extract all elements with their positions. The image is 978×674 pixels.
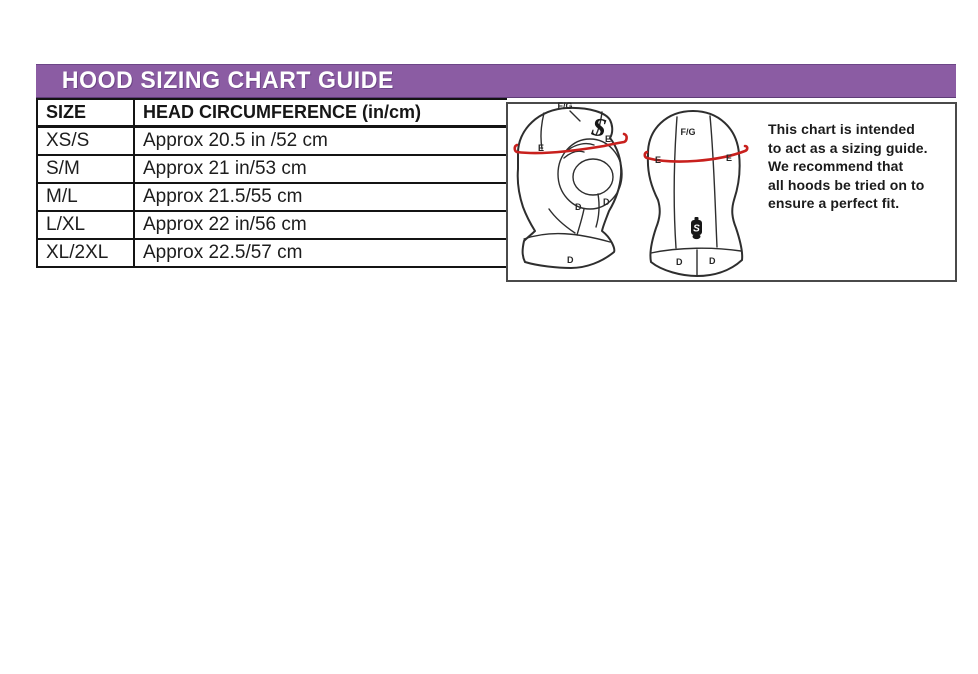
table-row: S/M Approx 21 in/53 cm bbox=[36, 154, 507, 184]
circumference-label-right: E bbox=[726, 153, 732, 163]
circumference-cell: Approx 20.5 in /52 cm bbox=[133, 125, 507, 156]
size-cell: XL/2XL bbox=[36, 238, 135, 268]
sizing-table: SIZE HEAD CIRCUMFERENCE (in/cm) XS/S App… bbox=[36, 98, 507, 268]
circumference-cell: Approx 21.5/55 cm bbox=[133, 182, 507, 212]
table-row: XS/S Approx 20.5 in /52 cm bbox=[36, 125, 507, 156]
crown-label: F/G bbox=[558, 101, 573, 111]
sizing-note: This chart is intended to act as a sizin… bbox=[768, 120, 954, 213]
size-cell: L/XL bbox=[36, 210, 135, 240]
table-header-row: SIZE HEAD CIRCUMFERENCE (in/cm) bbox=[36, 98, 507, 128]
column-header-circumference: HEAD CIRCUMFERENCE (in/cm) bbox=[133, 98, 507, 128]
table-row: XL/2XL Approx 22.5/57 cm bbox=[36, 238, 507, 268]
hood-front-outline bbox=[516, 106, 623, 269]
page-title: HOOD SIZING CHART GUIDE bbox=[61, 67, 394, 94]
head-circumference-line bbox=[513, 132, 628, 155]
jaw-label: D bbox=[603, 197, 610, 207]
size-cell: S/M bbox=[36, 154, 135, 184]
bib-label: D bbox=[567, 255, 574, 265]
hood-front-diagram-icon: F/G S E E D D D bbox=[513, 101, 628, 269]
circumference-label-left: E bbox=[655, 155, 661, 165]
circumference-label-right: E bbox=[605, 134, 611, 144]
bib-label-left: D bbox=[676, 257, 683, 267]
circumference-label-left: E bbox=[538, 143, 544, 153]
sizing-note-line: to act as a sizing guide. bbox=[768, 139, 928, 156]
hood-back-diagram-icon: F/G E E S D D bbox=[643, 110, 749, 277]
sizing-note-line: all hoods be tried on to bbox=[768, 176, 925, 193]
column-header-size: SIZE bbox=[36, 98, 135, 128]
cheek-label: D bbox=[575, 202, 582, 212]
size-cell: M/L bbox=[36, 182, 135, 212]
hood-back-outline bbox=[646, 110, 744, 277]
circumference-cell: Approx 22 in/56 cm bbox=[133, 210, 507, 240]
sizing-note-line: We recommend that bbox=[768, 158, 904, 175]
sizing-note-line: This chart is intended bbox=[768, 121, 915, 137]
size-cell: XS/S bbox=[36, 125, 135, 156]
bib-label-right: D bbox=[709, 256, 716, 266]
brand-logo-icon: S bbox=[691, 217, 702, 240]
head-circumference-line bbox=[643, 144, 749, 163]
title-bar: HOOD SIZING CHART GUIDE bbox=[36, 64, 956, 98]
circumference-cell: Approx 21 in/53 cm bbox=[133, 154, 507, 184]
crown-label: F/G bbox=[681, 127, 696, 137]
diagram-panel: F/G S E E D D D F/G E E S D bbox=[506, 101, 957, 282]
svg-text:S: S bbox=[693, 224, 700, 235]
circumference-cell: Approx 22.5/57 cm bbox=[133, 238, 507, 268]
table-row: L/XL Approx 22 in/56 cm bbox=[36, 210, 507, 240]
table-row: M/L Approx 21.5/55 cm bbox=[36, 182, 507, 212]
sizing-note-line: ensure a perfect fit. bbox=[768, 195, 900, 212]
brand-logo-icon: S bbox=[589, 112, 608, 143]
